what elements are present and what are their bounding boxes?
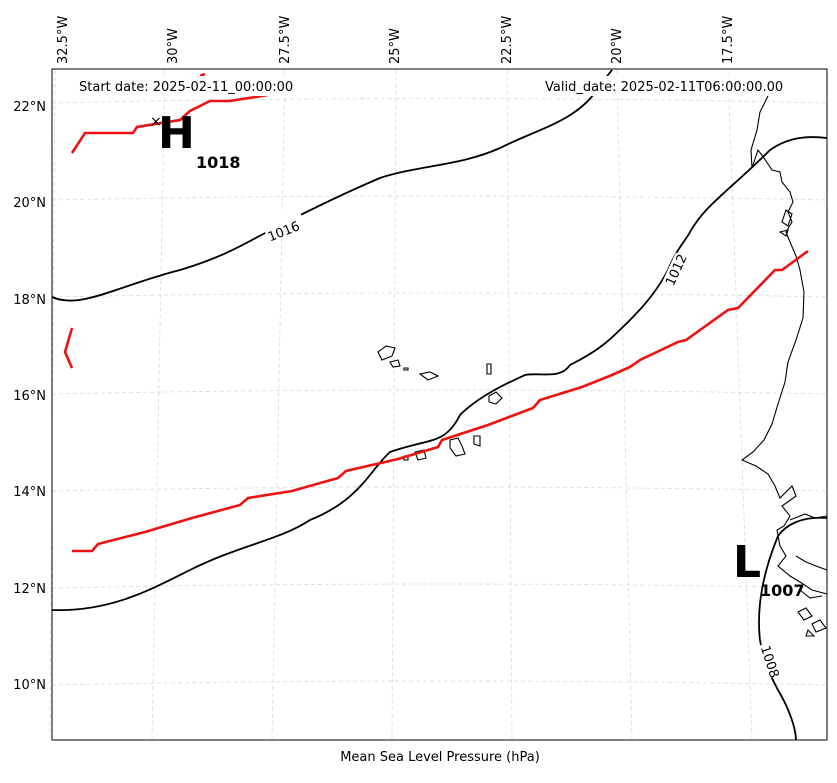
high-pressure-symbol: H — [158, 108, 195, 159]
meridian-27-5w — [271, 69, 286, 741]
graticule — [49, 69, 828, 741]
lon-tick-32-5w: 32.5°W — [56, 16, 71, 64]
lat-tick-22n: 22°N — [13, 100, 46, 115]
sao-vicente-island — [389, 359, 401, 368]
valid-date-bg — [540, 76, 805, 96]
meridian-22-5w — [506, 69, 513, 741]
red-line-north — [70, 93, 269, 154]
parallel-10n — [51, 680, 828, 686]
lon-tick-27-5w: 27.5°W — [278, 16, 293, 64]
high-x-marker: × — [150, 114, 162, 130]
isobar-1008 — [758, 516, 828, 741]
fogo-island — [414, 449, 427, 461]
isobar-1012-label-bg — [661, 252, 689, 290]
parallel-14n — [51, 486, 828, 492]
isobar-1016 — [51, 69, 613, 302]
lat-tick-10n: 10°N — [13, 678, 46, 693]
santiago-island — [449, 437, 466, 457]
longitude-ticks: 32.5°W 30°W 27.5°W 25°W 22.5°W 20°W 17.5… — [56, 16, 736, 64]
parallel-20n — [51, 195, 828, 201]
low-pressure-symbol: L — [733, 537, 761, 588]
lat-tick-14n: 14°N — [13, 485, 46, 500]
red-line-main — [72, 249, 809, 553]
valid-date-label: Valid_date: 2025-02-11T06:00:00.00 — [545, 80, 783, 95]
x-axis-label: Mean Sea Level Pressure (hPa) — [340, 750, 540, 765]
red-contours — [63, 72, 809, 553]
isobar-1012 — [51, 136, 828, 611]
map-frame — [51, 68, 828, 741]
isobar-1008-label: 1008 — [757, 644, 781, 680]
coastline — [740, 95, 828, 637]
isobar-1016-label-bg — [260, 205, 304, 235]
africa-coast — [740, 95, 828, 595]
santo-antao-island — [377, 345, 396, 361]
latitude-ticks: 22°N 20°N 18°N 16°N 14°N 12°N 10°N — [13, 100, 46, 693]
parallel-12n — [51, 583, 828, 589]
lon-tick-22-5w: 22.5°W — [500, 16, 515, 64]
start-date-bg — [74, 76, 314, 96]
low-pressure-value: 1007 — [760, 581, 805, 600]
meridian-30w — [151, 69, 166, 741]
cape-verde-islands — [377, 345, 503, 461]
parallel-16n — [51, 389, 828, 395]
lat-tick-16n: 16°N — [13, 389, 46, 404]
sal-island — [486, 363, 492, 375]
santa-luzia-island — [403, 367, 409, 371]
lon-tick-30w: 30°W — [166, 28, 181, 64]
meridian-25w — [391, 69, 397, 741]
lat-tick-18n: 18°N — [13, 293, 46, 308]
lat-tick-12n: 12°N — [13, 582, 46, 597]
isobars — [51, 69, 828, 741]
parallel-22n — [51, 98, 828, 104]
red-line-tick — [199, 72, 206, 78]
bijagos-coast — [795, 555, 828, 599]
boa-vista-island — [488, 391, 503, 405]
start-date-label: Start date: 2025-02-11_00:00:00 — [79, 80, 293, 95]
meridian-20w — [616, 69, 633, 741]
high-pressure-value: 1018 — [196, 153, 241, 172]
parallel-18n — [51, 292, 828, 298]
lat-tick-20n: 20°N — [13, 196, 46, 211]
red-line-west — [63, 327, 74, 369]
lon-tick-17-5w: 17.5°W — [721, 16, 736, 64]
lon-tick-20w: 20°W — [610, 28, 625, 64]
isobar-1008-label-bg — [758, 641, 782, 679]
lon-tick-25w: 25°W — [388, 28, 403, 64]
canary-fragment — [778, 209, 793, 237]
maio-island — [473, 435, 481, 447]
guinea-islands — [797, 607, 827, 637]
sao-nicolau-island — [418, 371, 440, 381]
